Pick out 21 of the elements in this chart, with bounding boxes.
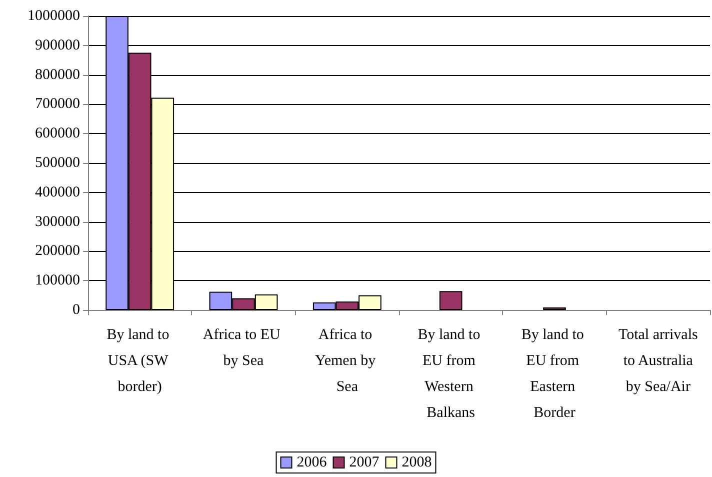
legend-label: 2008: [402, 454, 432, 470]
y-tick-label: 800000: [35, 66, 80, 83]
y-tick-label: 500000: [35, 155, 80, 171]
y-tick-label: 1000000: [28, 8, 80, 24]
y-tick-label: 300000: [35, 214, 80, 230]
x-tick-label: Africa to EU by Sea: [202, 327, 284, 369]
y-tick-label: 0: [72, 302, 80, 318]
legend-label: 2007: [349, 454, 380, 470]
y-tick-label: 900000: [35, 37, 80, 54]
x-tick-label: By land to USA (SW border): [106, 327, 173, 395]
legend-label: 2006: [296, 454, 328, 470]
bar: [439, 291, 462, 310]
x-tick-label: Africa to Yemen by Sea: [315, 327, 380, 395]
y-tick-label: 400000: [35, 184, 80, 200]
x-tick-label: By land to EU from Western Balkans: [418, 327, 484, 421]
y-tick-label: 200000: [35, 243, 80, 260]
x-tick-label: Total arrivals to Australia by Sea/Air: [618, 327, 698, 395]
x-tick-label: By land to EU from Eastern Border: [521, 327, 588, 421]
y-tick-label: 100000: [35, 272, 80, 289]
y-tick-label: 600000: [35, 126, 80, 142]
y-tick-label: 700000: [35, 96, 80, 112]
